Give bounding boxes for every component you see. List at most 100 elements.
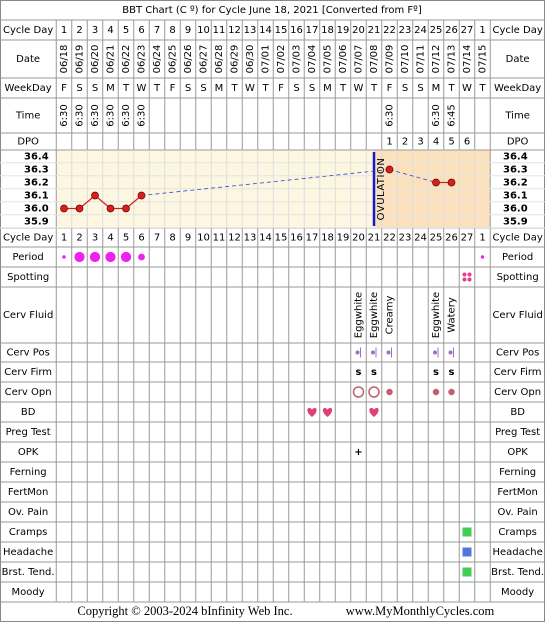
weekday: S [402, 83, 408, 94]
weekday: M [323, 83, 332, 94]
cerv-opn [386, 388, 393, 396]
row-label: Brst. Tend. [2, 567, 55, 578]
row-label: Period [502, 252, 533, 263]
cycle-day: 5 [123, 233, 129, 244]
dpo: 6 [464, 137, 470, 148]
date: 07/10 [400, 45, 411, 74]
date: 07/14 [462, 45, 473, 74]
cycle-day: 1 [479, 25, 485, 36]
cycle-day: 16 [290, 233, 303, 244]
date: 06/24 [152, 45, 163, 74]
weekday: F [61, 83, 67, 94]
temp-point [75, 204, 84, 213]
row-label: BD [510, 407, 525, 418]
weekday: S [417, 83, 423, 94]
cerv-fluid: Creamy [385, 296, 396, 335]
temp-label: 35.9 [24, 217, 49, 228]
row-label: Cerv Firm [494, 367, 542, 378]
temp-point [432, 178, 440, 187]
cerv-pos-dot [386, 350, 391, 355]
weekday: F [387, 83, 393, 94]
cycle-day: 21 [368, 25, 381, 36]
date: 07/01 [261, 45, 272, 74]
temp-label: 36.1 [503, 191, 528, 202]
cycle-day: 26 [445, 233, 458, 244]
cerv-pos-dot [448, 350, 453, 355]
temp-label: 36.3 [503, 165, 528, 176]
cycle-day: 1 [61, 233, 67, 244]
time: 6:45 [447, 104, 458, 126]
cycle-day: 15 [275, 233, 288, 244]
spotting-dot [462, 277, 467, 282]
date: 07/09 [385, 45, 396, 74]
date: 06/19 [75, 45, 86, 74]
weekday: T [261, 83, 269, 94]
row-label: OPK [507, 447, 528, 458]
symptom-symbol: s [371, 367, 377, 378]
weekday: W [245, 83, 255, 94]
row-label: Ov. Pain [8, 507, 48, 518]
cycle-day: 9 [185, 233, 191, 244]
row-label: OPK [18, 447, 39, 458]
row-label: Cycle Day [3, 25, 53, 36]
row-label: Cramps [498, 527, 537, 538]
symptom-symbol: s [449, 367, 455, 378]
row-label: Cerv Pos [496, 348, 539, 359]
weekday: T [478, 83, 486, 94]
symptom-symbol: s [433, 367, 439, 378]
time: 6:30 [137, 104, 148, 126]
cycle-day: 27 [461, 25, 474, 36]
copyright: Copyright © 2003-2024 bInfinity Web Inc. [77, 604, 292, 618]
cycle-day: 23 [399, 25, 412, 36]
dpo: 1 [386, 137, 392, 148]
temp-point [91, 191, 99, 200]
temp-label: 36.4 [503, 152, 528, 163]
cerv-fluid: Eggwhite [431, 292, 442, 338]
cycle-day: 2 [76, 25, 82, 36]
row-label: DPO [507, 137, 529, 148]
cycle-day: 16 [290, 25, 303, 36]
spotting-dot [467, 277, 472, 282]
date: 07/12 [431, 45, 442, 74]
row-label: Brst. Tend. [491, 567, 544, 578]
date: 06/26 [183, 45, 194, 74]
cycle-day: 3 [92, 233, 98, 244]
row-label: Cerv Pos [6, 348, 49, 359]
cycle-day: 11 [213, 25, 226, 36]
time: 6:30 [385, 104, 396, 126]
date: 07/02 [276, 45, 287, 74]
cerv-pos-dot [433, 350, 437, 355]
time: 6:30 [59, 104, 70, 126]
cerv-pos-dot [355, 350, 360, 355]
cycle-day: 25 [430, 233, 443, 244]
cycle-day: 12 [228, 25, 241, 36]
period-dot [74, 251, 85, 263]
weekday: S [76, 83, 82, 94]
cerv-opn [352, 386, 365, 398]
symptom-square [462, 547, 472, 557]
weekday: S [309, 83, 315, 94]
time: 6:30 [106, 104, 117, 126]
cycle-day: 10 [197, 233, 210, 244]
bd-heart [307, 407, 317, 417]
date: 06/22 [121, 45, 132, 74]
cycle-day: 5 [123, 25, 129, 36]
row-label: Cycle Day [492, 233, 542, 244]
cycle-day: 23 [399, 233, 412, 244]
cycle-day: 7 [154, 233, 160, 244]
cycle-day: 27 [461, 233, 474, 244]
temp-label: 36.2 [503, 178, 528, 189]
row-label: Time [15, 111, 40, 122]
cycle-day: 20 [352, 233, 365, 244]
time: 6:30 [431, 104, 442, 126]
date: 06/29 [230, 45, 241, 74]
cycle-day: 24 [414, 25, 427, 36]
cerv-opn [448, 388, 455, 396]
period-dot [62, 255, 66, 259]
cycle-day: 19 [337, 25, 350, 36]
weekday: T [122, 83, 130, 94]
bd-heart [322, 407, 333, 417]
temp-label: 36.0 [503, 204, 528, 215]
temp-point [385, 165, 394, 174]
